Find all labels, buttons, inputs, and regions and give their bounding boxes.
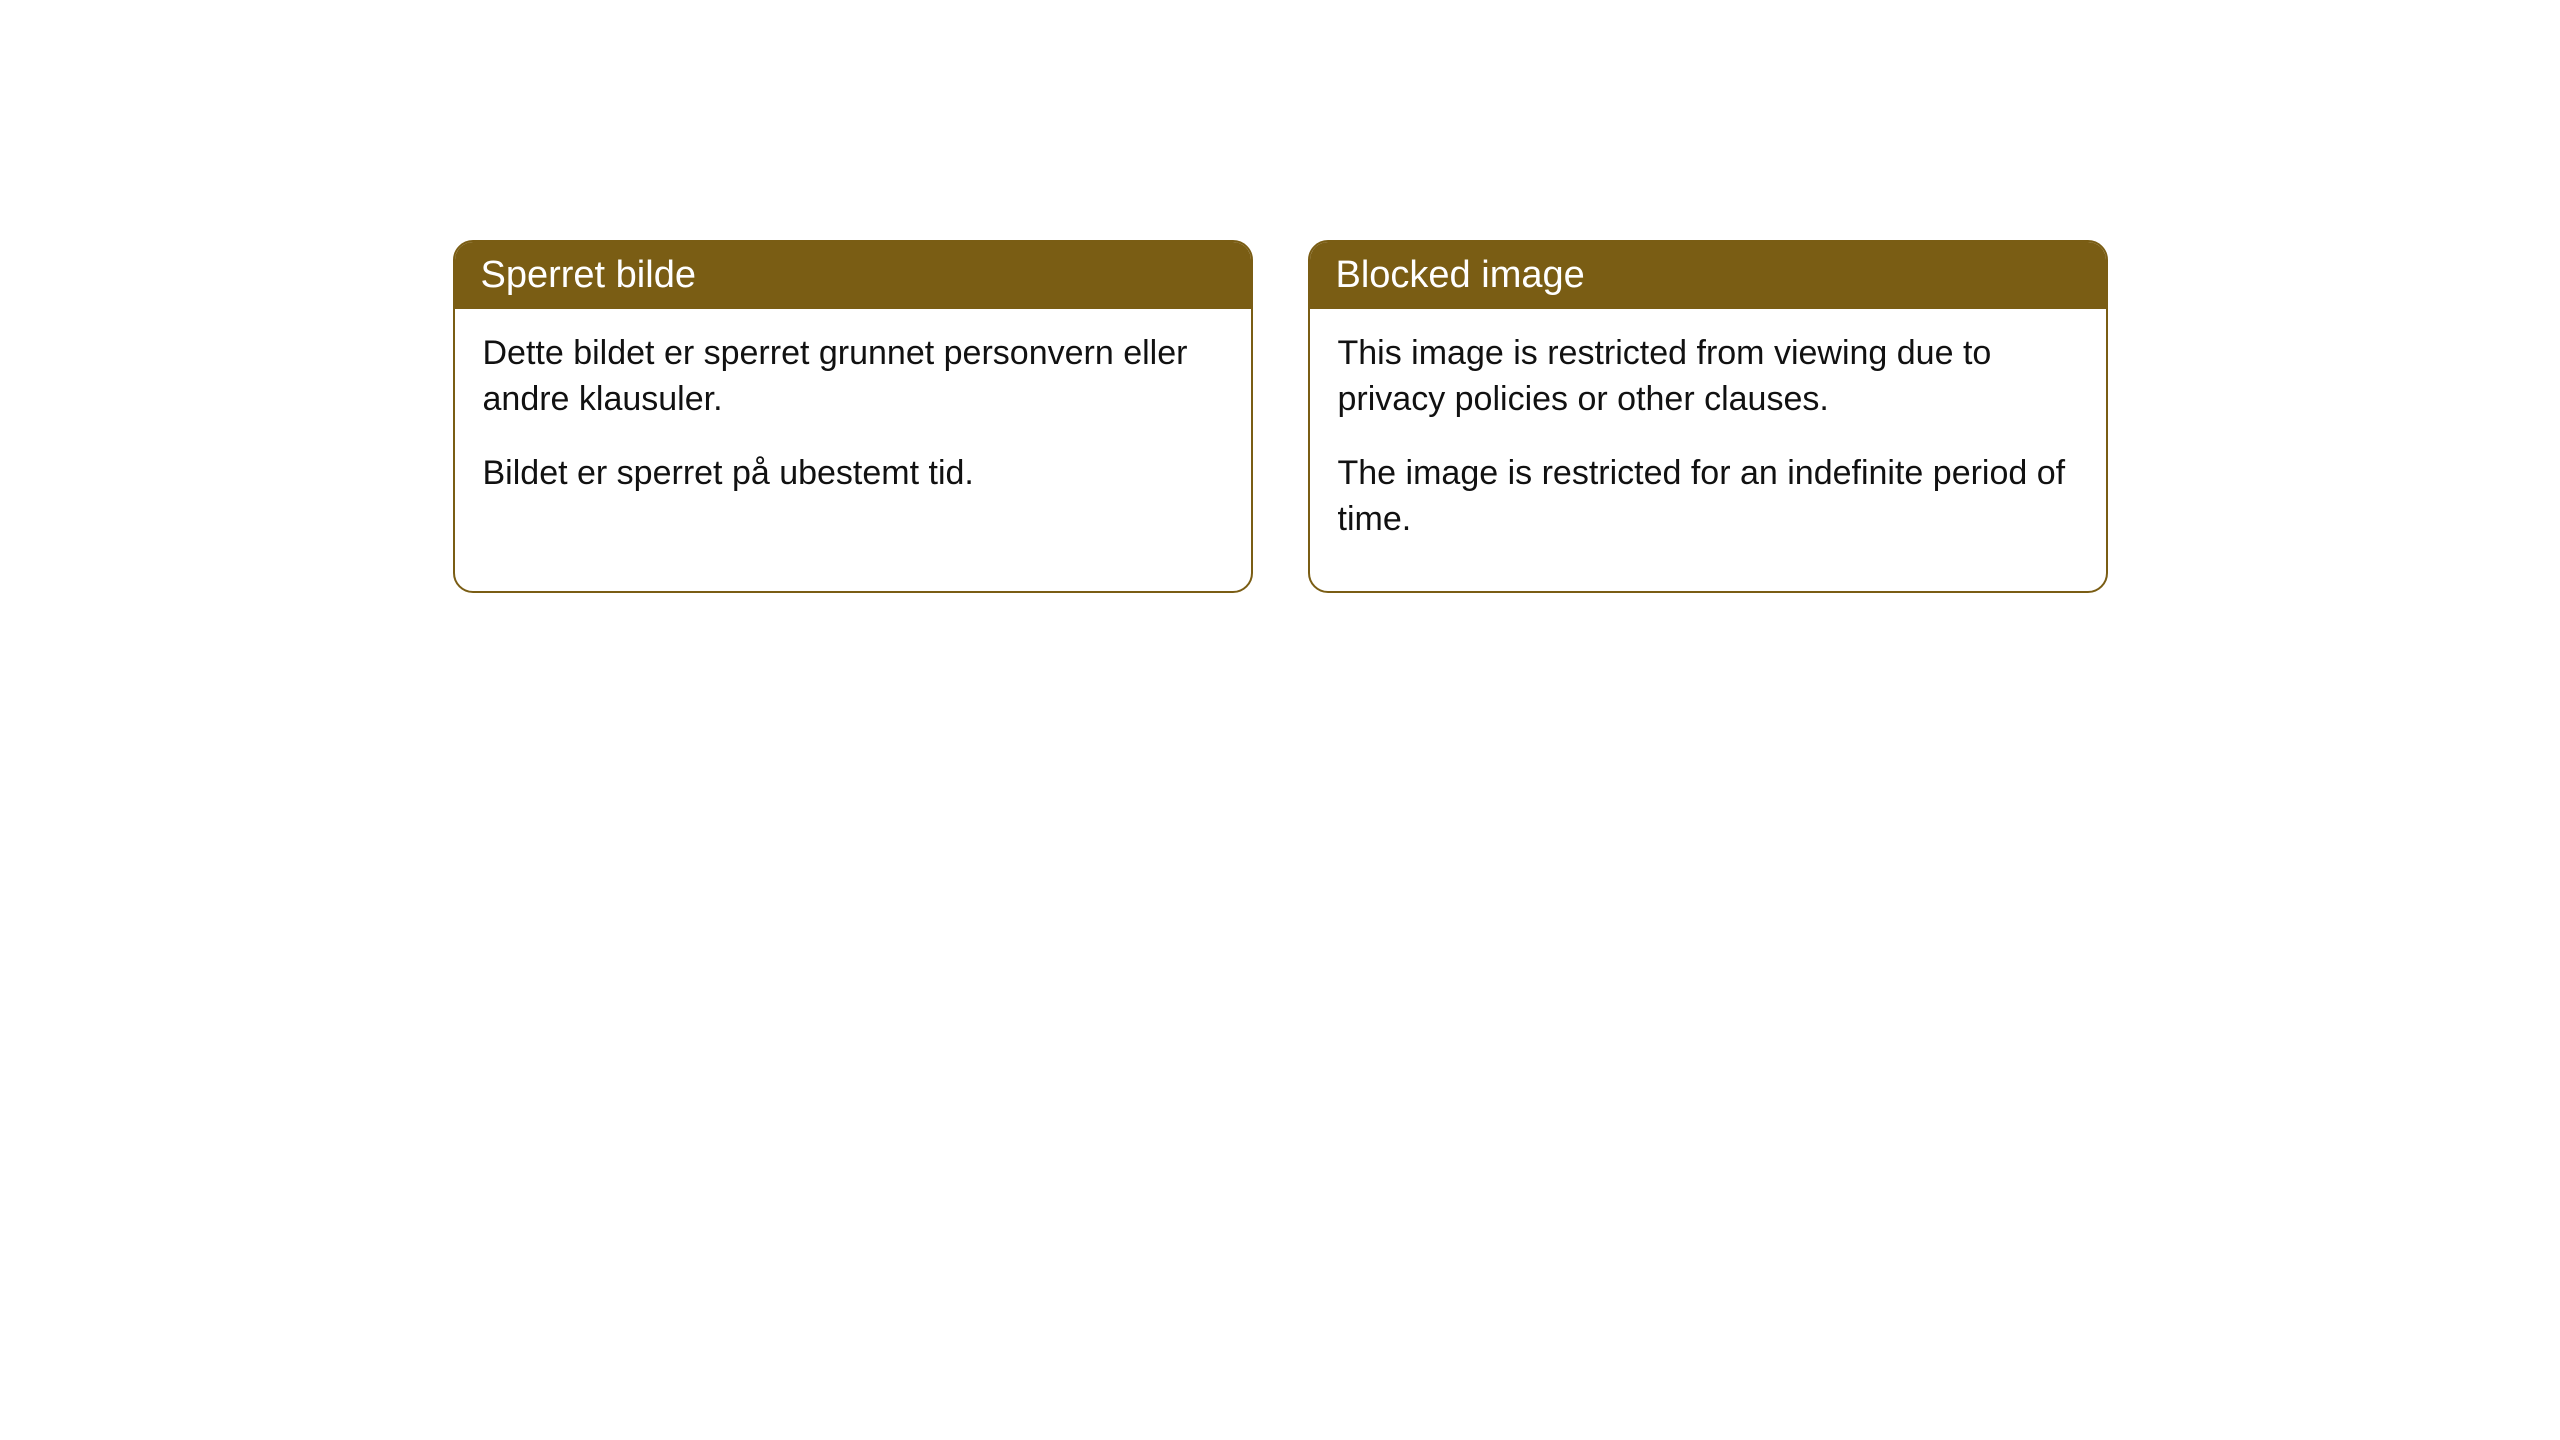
notice-body: This image is restricted from viewing du… <box>1310 309 2106 591</box>
notice-header: Blocked image <box>1310 242 2106 309</box>
notice-paragraph-1: Dette bildet er sperret grunnet personve… <box>483 331 1223 423</box>
notice-card-english: Blocked image This image is restricted f… <box>1308 240 2108 593</box>
notice-paragraph-2: Bildet er sperret på ubestemt tid. <box>483 451 1223 497</box>
notice-paragraph-2: The image is restricted for an indefinit… <box>1338 451 2078 543</box>
notice-body: Dette bildet er sperret grunnet personve… <box>455 309 1251 545</box>
notice-paragraph-1: This image is restricted from viewing du… <box>1338 331 2078 423</box>
notice-container: Sperret bilde Dette bildet er sperret gr… <box>453 240 2108 593</box>
notice-header: Sperret bilde <box>455 242 1251 309</box>
notice-card-norwegian: Sperret bilde Dette bildet er sperret gr… <box>453 240 1253 593</box>
